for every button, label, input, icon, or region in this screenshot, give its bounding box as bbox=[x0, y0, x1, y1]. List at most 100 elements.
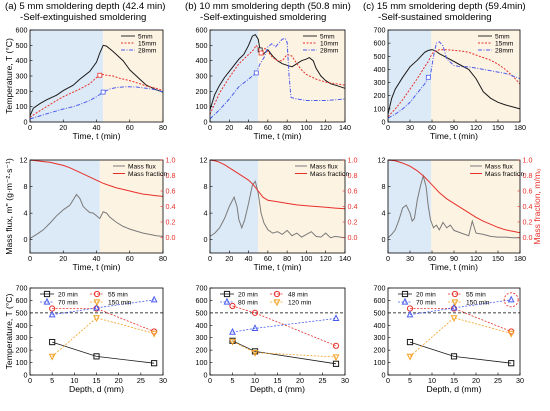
legend-marker bbox=[451, 290, 459, 298]
data-point-20-min bbox=[49, 338, 56, 346]
panel-subtitle: -Self-extinguished smoldering bbox=[200, 12, 326, 23]
data-point-150-min bbox=[507, 330, 515, 338]
y-tick-label: 400 bbox=[16, 321, 28, 330]
transition-marker bbox=[258, 50, 264, 56]
x-tick-label: 30 bbox=[406, 254, 414, 263]
data-point-20-min bbox=[450, 353, 458, 360]
y-right-axis-title: Mass fraction, m/m₀ bbox=[532, 168, 542, 245]
y-tick-label: 100 bbox=[196, 102, 208, 111]
legend-marker bbox=[93, 299, 101, 307]
y-right-tick-label: 1.0 bbox=[166, 156, 176, 165]
y-tick-label: 700 bbox=[374, 26, 386, 35]
y-right-tick-label: 1.0 bbox=[523, 156, 533, 165]
panel-subtitle: -Self-sustained smoldering bbox=[378, 12, 492, 23]
series-line-5mm bbox=[29, 44, 164, 117]
panel-c-temperature: 0 30 60 90 120 150 180 0 100 200 300 400 500 600 700 Ti… bbox=[363, 1, 526, 141]
series-line-15mm bbox=[387, 49, 521, 118]
shade-after bbox=[431, 30, 520, 122]
panel-subtitle: -Self-extinguished smoldering bbox=[20, 12, 146, 23]
y-tick-label: 300 bbox=[196, 72, 208, 81]
x-tick-label: 25 bbox=[319, 376, 327, 385]
y-right-tick-label: 0.8 bbox=[348, 171, 358, 180]
data-point-20-min bbox=[406, 338, 414, 346]
data-point-120-min bbox=[229, 338, 236, 346]
y-tick-label: 300 bbox=[374, 78, 386, 87]
x-tick-label: 5 bbox=[408, 376, 412, 385]
panel-c-depth: 0 5 10 15 20 25 300100200300400500600700Depth,… bbox=[374, 284, 525, 395]
x-tick-label: 0 bbox=[28, 123, 32, 132]
y-tick-label: 0 bbox=[382, 118, 386, 127]
y-tick-label: 200 bbox=[374, 346, 386, 355]
y-tick-label: 400 bbox=[196, 321, 208, 330]
x-tick-label: 80 bbox=[159, 254, 167, 263]
y-tick-label: 300 bbox=[374, 333, 386, 342]
y-right-tick-label: 1.0 bbox=[348, 156, 358, 165]
shade-before bbox=[210, 160, 259, 253]
y-tick-label: 0 bbox=[24, 371, 28, 380]
legend-label: 55 min bbox=[466, 291, 486, 298]
y-tick-label: 500 bbox=[16, 41, 28, 50]
x-tick-label: 30 bbox=[516, 376, 524, 385]
legend-label: 10mm bbox=[320, 40, 339, 47]
legend-label: 20 min bbox=[416, 291, 436, 298]
x-axis-title: Time, t (min) bbox=[254, 262, 302, 272]
shade-before bbox=[30, 30, 104, 122]
x-tick-label: 15 bbox=[93, 376, 101, 385]
y-tick-label: 12 bbox=[200, 156, 208, 165]
y-tick-label: 500 bbox=[374, 308, 386, 317]
y-right-tick-label: 0.4 bbox=[348, 202, 358, 211]
y-right-tick-label: 0.2 bbox=[523, 218, 533, 227]
y-tick-label: 100 bbox=[374, 104, 386, 113]
x-tick-label: 0 bbox=[28, 376, 32, 385]
y-tick-label: 500 bbox=[196, 308, 208, 317]
y-tick-label: 500 bbox=[16, 308, 28, 317]
legend-label: 150 min bbox=[466, 299, 490, 306]
y-tick-label: 500 bbox=[196, 41, 208, 50]
series-line-5mm bbox=[209, 33, 346, 110]
x-tick-label: 15 bbox=[274, 376, 282, 385]
x-tick-label: 0 bbox=[208, 254, 212, 263]
legend-label: Mass fraction bbox=[485, 171, 525, 178]
legend-label: 80 min bbox=[238, 299, 258, 306]
shade-before bbox=[388, 160, 432, 253]
x-tick-label: 0 bbox=[208, 123, 212, 132]
x-tick-label: 60 bbox=[126, 254, 134, 263]
y-tick-label: 700 bbox=[196, 284, 208, 293]
y-right-tick-label: 0.2 bbox=[166, 218, 176, 227]
x-tick-label: 0 bbox=[386, 376, 390, 385]
x-tick-label: 25 bbox=[137, 376, 145, 385]
series-line-48-min bbox=[232, 305, 337, 347]
y-tick-label: 4 bbox=[24, 209, 28, 218]
panel-a-temperature: 0 20 40 60 80 0 100 200 300 400 500 600 Time, t (min… bbox=[4, 1, 167, 141]
x-tick-label: 30 bbox=[406, 123, 414, 132]
legend-label: 55 min bbox=[108, 291, 128, 298]
x-tick-label: 60 bbox=[264, 123, 272, 132]
y-right-tick-label: 0.4 bbox=[523, 202, 533, 211]
panel-b-temperature: 0 20 40 60 80 100 120 140 0 100 200 300 400 500 600 Tim… bbox=[185, 1, 351, 141]
y-tick-label: 600 bbox=[16, 26, 28, 35]
series-line-150-min bbox=[409, 317, 512, 357]
legend-marker bbox=[401, 297, 409, 305]
data-point-70-min bbox=[450, 303, 458, 311]
y-tick-label: 700 bbox=[374, 284, 386, 293]
data-point-48-min bbox=[332, 342, 340, 349]
x-tick-label: 30 bbox=[159, 376, 167, 385]
series-line-70-min bbox=[52, 299, 155, 316]
panel-b-depth: 0 5 10 15 20 25 300100200300400500600700Depth,… bbox=[196, 284, 350, 395]
y-tick-label: 200 bbox=[16, 87, 28, 96]
transition-marker bbox=[425, 74, 431, 80]
legend-label: Mass flux bbox=[128, 163, 157, 170]
x-axis-title: Depth, d (mm) bbox=[427, 384, 482, 394]
y-axis-title: Temperature, T (°C) bbox=[4, 294, 14, 370]
series-line-20-min bbox=[52, 341, 155, 364]
legend-label: 5mm bbox=[320, 33, 335, 40]
x-tick-label: 180 bbox=[514, 123, 526, 132]
x-axis-title: Depth, d (mm) bbox=[69, 384, 124, 394]
data-point-150-min bbox=[48, 353, 56, 361]
x-tick-label: 140 bbox=[339, 254, 351, 263]
data-point-20-min bbox=[93, 353, 100, 360]
data-point-55-min bbox=[450, 305, 458, 312]
y-tick-label: 0 bbox=[24, 118, 28, 127]
y-tick-label: 0 bbox=[24, 235, 28, 244]
